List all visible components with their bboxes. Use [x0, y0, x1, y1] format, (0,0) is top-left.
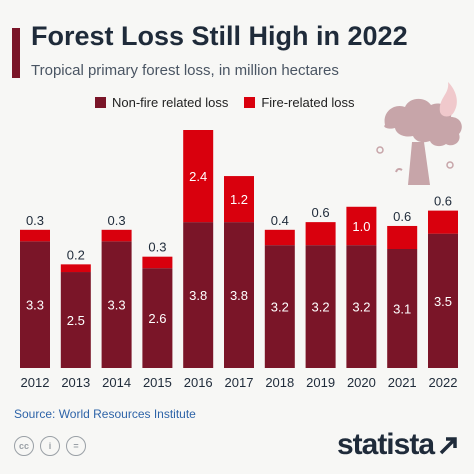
label-non-fire-2018: 3.2	[271, 300, 289, 315]
label-fire-2014: 0.3	[108, 213, 126, 228]
bar-fire-2018	[264, 229, 295, 246]
label-fire-2021: 0.6	[393, 209, 411, 224]
bar-non-fire-2017	[224, 222, 254, 368]
label-non-fire-2020: 3.2	[352, 300, 370, 315]
bar-fire-2015	[142, 256, 173, 269]
smoke-cloud-icon	[376, 82, 462, 185]
x-tick-2022: 2022	[429, 375, 458, 390]
bar-fire-2019	[305, 222, 336, 246]
x-tick-2012: 2012	[21, 375, 50, 390]
x-tick-2020: 2020	[347, 375, 376, 390]
legend-swatch-non-fire	[95, 97, 106, 108]
bar-fire-2013	[60, 264, 91, 273]
brand-arrow-icon	[439, 437, 457, 455]
license-icons: cc i =	[14, 436, 92, 456]
label-fire-2015: 0.3	[148, 240, 166, 255]
label-non-fire-2021: 3.1	[393, 302, 411, 317]
bar-non-fire-2013	[60, 272, 91, 368]
statista-logo[interactable]: statista	[337, 428, 460, 462]
label-fire-2016: 2.4	[189, 169, 207, 184]
label-fire-2013: 0.2	[67, 247, 85, 262]
attribution-icon[interactable]: i	[40, 436, 60, 456]
label-fire-2019: 0.6	[312, 205, 330, 220]
x-tick-2016: 2016	[184, 375, 213, 390]
no-derivatives-icon[interactable]: =	[66, 436, 86, 456]
label-fire-2022: 0.6	[434, 194, 452, 209]
bar-non-fire-2012	[20, 241, 50, 368]
bar-non-fire-2015	[142, 268, 173, 368]
legend-swatch-fire	[244, 97, 256, 108]
label-non-fire-2013: 2.5	[67, 313, 85, 328]
x-tick-2017: 2017	[225, 375, 254, 390]
chart-subtitle: Tropical primary forest loss, in million…	[31, 62, 339, 79]
bar-non-fire-2019	[305, 245, 336, 368]
bar-non-fire-2016	[183, 222, 214, 368]
x-tick-2019: 2019	[306, 375, 335, 390]
title-accent-bar	[12, 28, 20, 78]
brand-name: statista	[336, 428, 435, 461]
creative-commons-icon[interactable]: cc	[14, 436, 34, 456]
legend-label-fire: Fire-related loss	[261, 95, 355, 110]
bar-non-fire-2022	[428, 233, 458, 368]
label-fire-2012: 0.3	[26, 213, 44, 228]
label-fire-2017: 1.2	[230, 192, 248, 207]
label-non-fire-2019: 3.2	[312, 300, 330, 315]
bar-non-fire-2014	[101, 241, 132, 368]
legend-item-non-fire: Non-fire related loss	[95, 95, 228, 110]
bar-fire-2014	[101, 229, 132, 242]
label-non-fire-2012: 3.3	[26, 298, 44, 313]
legend-label-non-fire: Non-fire related loss	[112, 95, 229, 110]
bar-non-fire-2018	[264, 245, 295, 368]
bar-non-fire-2021	[387, 249, 418, 368]
bar-fire-2022	[428, 210, 458, 234]
x-tick-2014: 2014	[102, 375, 131, 390]
legend-item-fire: Fire-related loss	[244, 95, 355, 110]
label-fire-2020: 1.0	[352, 219, 370, 234]
label-non-fire-2015: 2.6	[148, 311, 166, 326]
x-tick-2015: 2015	[143, 375, 172, 390]
label-fire-2018: 0.4	[271, 213, 289, 228]
x-tick-2021: 2021	[388, 375, 417, 390]
bar-fire-2012	[20, 229, 50, 242]
label-non-fire-2016: 3.8	[189, 288, 207, 303]
legend: Non-fire related loss Fire-related loss	[95, 95, 371, 110]
bar-fire-2021	[387, 225, 418, 249]
bar-fire-2020	[346, 206, 377, 246]
label-non-fire-2014: 3.3	[108, 298, 126, 313]
chart-title: Forest Loss Still High in 2022	[31, 21, 408, 51]
source-note: Source: World Resources Institute	[14, 407, 196, 421]
bar-non-fire-2020	[346, 245, 377, 368]
label-non-fire-2017: 3.8	[230, 288, 248, 303]
bar-fire-2017	[224, 176, 254, 223]
x-tick-2013: 2013	[61, 375, 90, 390]
label-non-fire-2022: 3.5	[434, 294, 452, 309]
x-tick-2018: 2018	[265, 375, 294, 390]
bar-fire-2016	[183, 130, 214, 223]
